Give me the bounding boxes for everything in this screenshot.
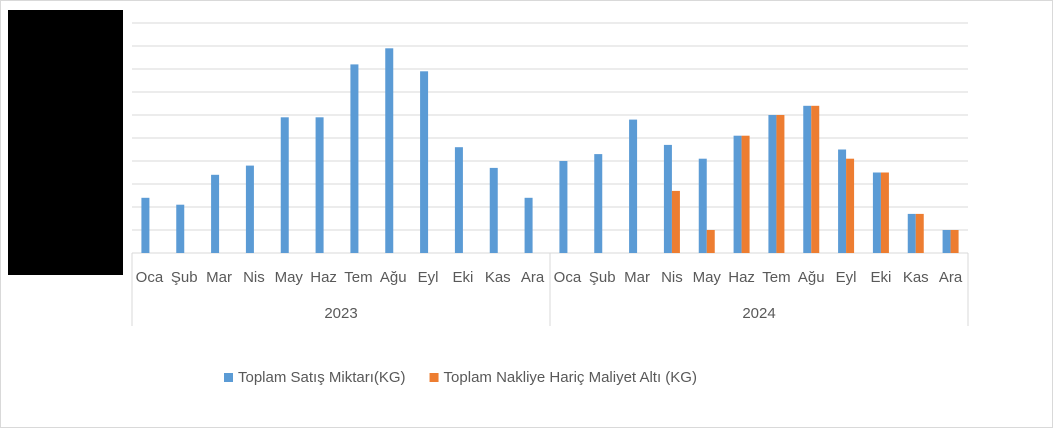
x-tick-label: Nis <box>661 269 683 286</box>
bar <box>741 135 750 253</box>
bar <box>915 213 924 253</box>
x-tick-label: Nis <box>243 269 265 286</box>
bar <box>559 161 568 253</box>
bar <box>211 174 220 253</box>
group-label: 2024 <box>742 305 775 322</box>
x-tick-label: Şub <box>171 269 198 286</box>
bar <box>454 147 463 253</box>
bar <box>880 172 889 253</box>
x-tick-label: Kas <box>903 269 929 286</box>
legend-label: Toplam Satış Miktarı(KG) <box>238 369 406 386</box>
x-tick-label: Mar <box>206 269 232 286</box>
x-tick-label: Tem <box>344 269 372 286</box>
bar <box>733 135 742 253</box>
x-tick-label: May <box>693 269 722 286</box>
x-tick-label: Haz <box>310 269 337 286</box>
bar <box>776 115 785 253</box>
bar <box>245 165 254 253</box>
bar <box>524 197 533 253</box>
bar <box>594 154 603 253</box>
bar <box>420 71 429 253</box>
bar <box>176 204 185 253</box>
x-tick-label: Mar <box>624 269 650 286</box>
redaction-box <box>8 10 123 275</box>
x-tick-label: Ağu <box>798 269 825 286</box>
bar <box>280 117 289 253</box>
bar <box>872 172 881 253</box>
x-tick-label: Eki <box>870 269 891 286</box>
x-tick-label: Oca <box>136 269 164 286</box>
x-tick-label: Eyl <box>418 269 439 286</box>
bar <box>489 167 498 253</box>
x-tick-label: Haz <box>728 269 755 286</box>
bar <box>698 158 707 253</box>
bar <box>803 105 812 253</box>
x-tick-label: May <box>275 269 304 286</box>
legend-label: Toplam Nakliye Hariç Maliyet Altı (KG) <box>444 369 697 386</box>
x-tick-label: Ağu <box>380 269 407 286</box>
legend-swatch <box>224 373 233 382</box>
x-tick-label: Kas <box>485 269 511 286</box>
x-tick-label: Oca <box>554 269 582 286</box>
bar <box>141 197 150 253</box>
bar <box>315 117 324 253</box>
bar <box>907 213 916 253</box>
bar <box>706 230 715 253</box>
bar <box>671 190 680 253</box>
bar <box>385 48 394 253</box>
x-tick-label: Tem <box>762 269 790 286</box>
bar <box>950 230 959 253</box>
bar <box>768 115 777 253</box>
bar <box>350 64 359 254</box>
x-tick-label: Şub <box>589 269 616 286</box>
legend-swatch <box>429 373 439 382</box>
x-tick-label: Ara <box>521 269 545 286</box>
bar <box>663 144 672 253</box>
bar <box>629 119 638 253</box>
bar <box>846 158 855 253</box>
x-tick-label: Ara <box>939 269 963 286</box>
x-tick-label: Eki <box>452 269 473 286</box>
group-label: 2023 <box>324 305 357 322</box>
bar <box>942 230 951 253</box>
bar <box>838 149 847 253</box>
bar <box>811 105 820 253</box>
x-tick-label: Eyl <box>836 269 857 286</box>
